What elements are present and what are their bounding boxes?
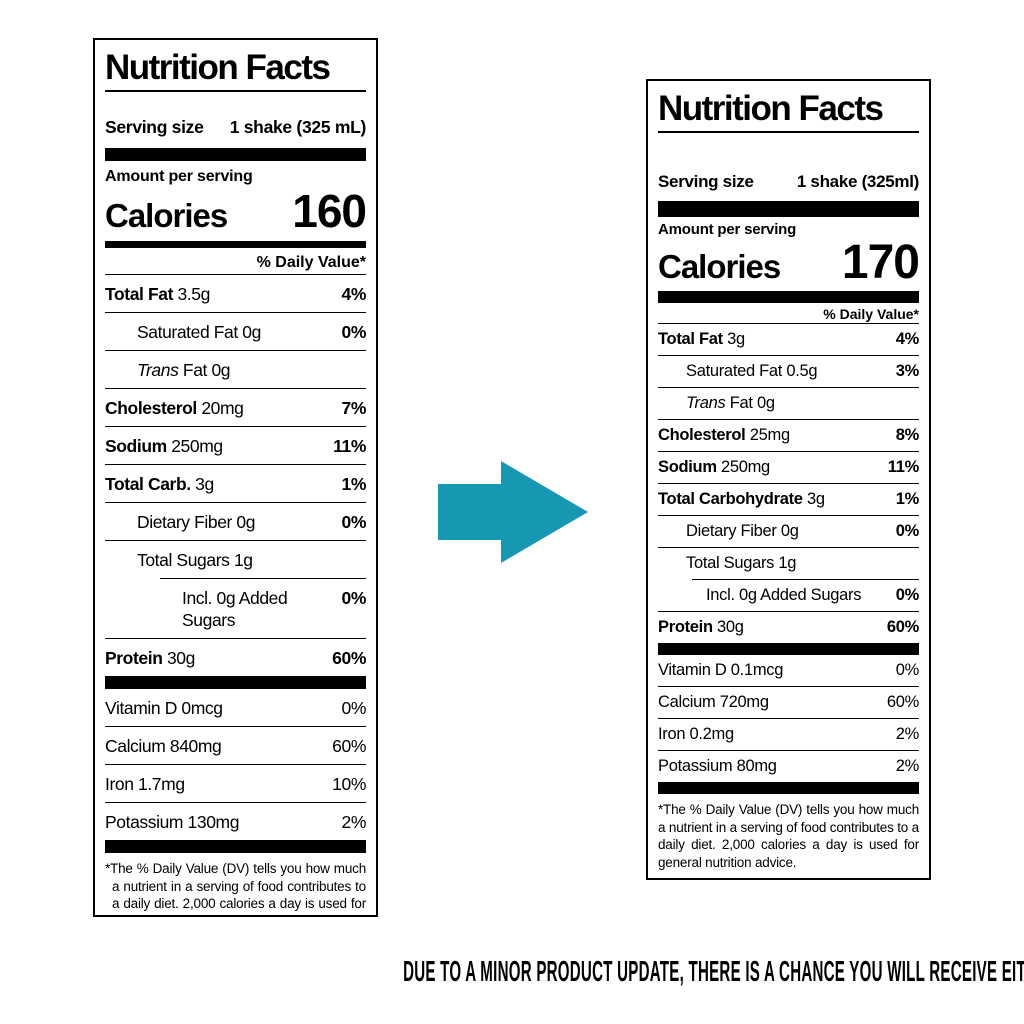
nutrient-row: Cholesterol 20mg 7% (105, 388, 366, 426)
thick-bar (105, 148, 366, 161)
calories-label: Calories (658, 248, 781, 285)
thick-bar (658, 643, 919, 655)
vitamin-row: Vitamin D 0.1mcg 0% (658, 661, 919, 679)
nutrient-row: Incl. 0g Added Sugars 0% (160, 578, 366, 638)
vitamin-row: Calcium 840mg 60% (105, 726, 366, 764)
amount-per-serving-label: Amount per serving (658, 221, 797, 238)
serving-size-value: 1 shake (325ml) (796, 172, 919, 191)
calories-value: 170 (841, 236, 920, 289)
vitamin-row: Iron 1.7mg 10% (105, 764, 366, 802)
serving-size-label: Serving size (105, 117, 204, 137)
nutrient-row: Total Fat 3g 4% (658, 323, 919, 355)
nutrient-row: Total Fat 3.5g 4% (105, 274, 366, 312)
nutrient-row: Saturated Fat 0.5g 3% (658, 355, 919, 387)
nutrition-label-old: Nutrition Facts Serving size 1 shake (32… (93, 38, 378, 917)
daily-value-header: % Daily Value* (823, 306, 919, 322)
right-arrow (438, 461, 588, 563)
thick-bar (658, 201, 919, 217)
vitamin-row: Calcium 720mg 60% (658, 686, 919, 718)
nutrient-row: Dietary Fiber 0g 0% (105, 502, 366, 540)
nutrient-row: Cholesterol 25mg 8% (658, 419, 919, 451)
nutrient-row: Trans Fat 0g (105, 350, 366, 388)
vitamin-row: Vitamin D 0mcg 0% (105, 697, 366, 718)
calories-value: 160 (292, 185, 367, 237)
medium-bar (105, 241, 366, 248)
daily-value-header: % Daily Value* (256, 254, 366, 271)
nutrient-row: Total Carbohydrate 3g 1% (658, 483, 919, 515)
calories-label: Calories (105, 197, 228, 234)
product-update-notice-text: DUE TO A MINOR PRODUCT UPDATE, THERE IS … (403, 956, 1024, 988)
nutrient-row: Protein 30g 60% (658, 611, 919, 643)
nutrient-row: Total Sugars 1g (658, 547, 919, 579)
serving-size-row: Serving size 1 shake (325ml) (658, 171, 919, 193)
vitamin-row: Potassium 130mg 2% (105, 802, 366, 840)
nutrient-row: Total Sugars 1g (105, 540, 366, 578)
nutrient-row: Protein 30g 60% (105, 638, 366, 676)
nutrient-row: Trans Fat 0g (658, 387, 919, 419)
vitamin-rows: Vitamin D 0.1mcg 0% Calcium 720mg 60% Iron… (658, 655, 919, 782)
nutrient-row: Dietary Fiber 0g 0% (658, 515, 919, 547)
vitamin-row: Potassium 80mg 2% (658, 750, 919, 782)
calories-row: Calories 170 (658, 236, 920, 289)
daily-value-footnote: *The % Daily Value (DV) tells you how mu… (105, 861, 366, 915)
serving-size-value: 1 shake (325 mL) (229, 117, 367, 137)
vitamin-rows: Vitamin D 0mcg 0% Calcium 840mg 60% Iron 1… (105, 689, 366, 840)
nutrition-facts-title: Nutrition Facts (105, 48, 331, 87)
thick-bar (658, 291, 919, 303)
nutrient-row: Incl. 0g Added Sugars 0% (692, 579, 919, 611)
title-rule (658, 131, 919, 133)
serving-size-label: Serving size (658, 172, 754, 191)
amount-per-serving-label: Amount per serving (105, 168, 253, 185)
nutrient-row: Total Carb. 3g 1% (105, 464, 366, 502)
product-update-notice: DUE TO A MINOR PRODUCT UPDATE, THERE IS … (0, 956, 1024, 988)
nutrition-label-new: Nutrition Facts Serving size 1 shake (32… (646, 79, 931, 880)
nutrient-row: Sodium 250mg 11% (658, 451, 919, 483)
thick-bar (105, 676, 366, 689)
thick-bar (105, 840, 366, 853)
calories-row: Calories 160 (105, 185, 367, 237)
right-arrow-shape (438, 461, 588, 563)
nutrient-row: Sodium 250mg 11% (105, 426, 366, 464)
nutrient-rows: Total Fat 3g 4% Saturated Fat 0.5g 3% Tran… (658, 323, 919, 643)
daily-value-footnote: *The % Daily Value (DV) tells you how mu… (658, 802, 919, 870)
nutrient-rows: Total Fat 3.5g 4% Saturated Fat 0g 0% Tran… (105, 274, 366, 676)
serving-size-row: Serving size 1 shake (325 mL) (105, 116, 366, 138)
nutrition-facts-title: Nutrition Facts (658, 89, 884, 128)
nutrient-row: Saturated Fat 0g 0% (105, 312, 366, 350)
title-rule (105, 90, 366, 92)
thick-bar (658, 782, 919, 794)
vitamin-row: Iron 0.2mg 2% (658, 718, 919, 750)
